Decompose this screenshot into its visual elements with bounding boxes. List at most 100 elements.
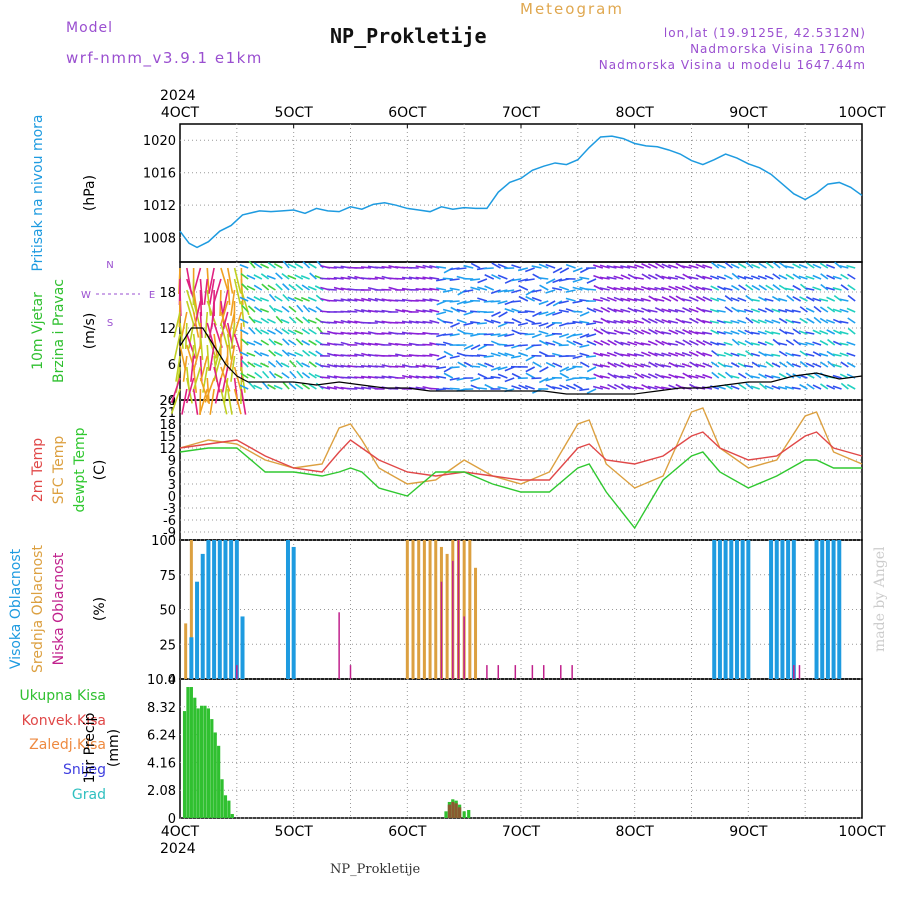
wind-arrow — [294, 296, 304, 302]
wind-arrow — [449, 287, 460, 291]
wind-arrow — [497, 366, 508, 371]
wind-arrow — [668, 329, 679, 335]
wind-arrow — [633, 308, 644, 313]
wind-arrow — [233, 388, 242, 415]
wind-arrow — [538, 300, 549, 306]
wind-arrow — [220, 311, 229, 338]
wind-arrow — [579, 333, 590, 339]
wind-arrow — [826, 306, 836, 313]
cloud-bar-low — [798, 665, 801, 679]
cloud-bar-mid — [411, 540, 415, 679]
wind-arrow — [592, 385, 604, 390]
wind-arrow — [695, 339, 706, 346]
wind-arrow — [294, 274, 304, 280]
wind-arrow — [634, 341, 645, 346]
wind-arrow — [476, 322, 487, 325]
wind-arrow — [765, 284, 774, 291]
wind-arrow — [702, 309, 713, 313]
wind-arrow — [599, 352, 610, 357]
wind-arrow — [757, 319, 767, 324]
wind-arrow — [511, 355, 522, 359]
cloud-bar-mid — [189, 540, 193, 679]
wind-arrow — [320, 343, 331, 346]
wind-arrow — [675, 329, 685, 335]
wind-arrow — [525, 295, 535, 302]
wind-arrow — [518, 351, 529, 357]
wind-arrow — [593, 264, 604, 269]
wind-arrow — [593, 373, 604, 379]
wind-arrow — [193, 344, 202, 371]
wind-arrow — [190, 355, 195, 382]
wind-arrow — [839, 308, 849, 313]
wind-arrow — [538, 322, 549, 327]
wind-arrow — [593, 274, 604, 280]
wind-arrow — [688, 264, 699, 269]
wind-arrow — [308, 383, 317, 390]
wind-arrow — [531, 265, 542, 269]
wind-arrow — [301, 383, 311, 390]
wind-arrow — [839, 342, 849, 346]
wind-arrow — [281, 372, 290, 379]
wind-arrow — [641, 383, 651, 390]
cloud-bar-low — [457, 540, 460, 679]
wind-arrow — [723, 287, 733, 291]
wind-arrow — [497, 300, 508, 305]
wind-arrow — [301, 328, 311, 335]
wind-arrow — [511, 318, 522, 324]
wind-arrow — [633, 319, 644, 324]
wind-arrow — [206, 289, 212, 316]
wind-arrow — [640, 342, 651, 346]
wind-arrow — [826, 350, 836, 357]
wind-arrow — [791, 320, 801, 324]
wind-arrow — [702, 296, 713, 302]
wind-arrow — [792, 338, 802, 346]
wind-arrow — [723, 351, 733, 357]
wind-arrow — [798, 275, 808, 280]
wind-arrow — [199, 333, 204, 360]
wind-arrow — [192, 366, 202, 393]
wind-arrow — [254, 371, 263, 379]
wind-arrow — [354, 308, 365, 313]
wind-arrow — [799, 360, 808, 368]
wind-arrow — [241, 360, 249, 368]
wind-arrow — [661, 275, 672, 280]
wind-arrow — [620, 375, 631, 379]
wind-arrow — [745, 261, 754, 269]
wind-arrow — [267, 262, 276, 269]
wind-arrow — [840, 361, 849, 368]
wind-arrow — [518, 284, 529, 291]
wind-arrow — [641, 351, 651, 357]
wind-arrow — [730, 330, 740, 335]
wind-arrow — [579, 320, 590, 324]
precip-bar-total — [213, 732, 217, 818]
wind-arrow — [442, 308, 453, 313]
wind-arrow — [450, 306, 460, 313]
precip-bar-total — [189, 687, 193, 818]
wind-arrow — [268, 338, 277, 346]
wind-arrow — [532, 311, 542, 318]
wind-arrow — [182, 355, 188, 382]
wind-arrow — [449, 355, 460, 359]
wind-arrow — [241, 304, 249, 313]
wind-arrow — [750, 275, 760, 280]
wind-arrow — [457, 361, 467, 368]
wind-arrow — [239, 296, 249, 302]
wind-arrow — [208, 267, 215, 294]
wind-arrow — [558, 309, 569, 313]
wind-arrow — [260, 329, 270, 335]
wind-arrow — [273, 307, 283, 313]
wind-arrow — [301, 339, 310, 346]
cloud-axis-label-1: Visoka Oblacnost — [8, 548, 24, 669]
wind-arrow — [688, 339, 699, 346]
wind-arrow — [415, 386, 426, 390]
wind-arrow — [248, 315, 256, 324]
wind-arrow — [599, 375, 610, 379]
wind-arrow — [429, 298, 440, 302]
wind-arrow — [360, 386, 372, 390]
wind-arrow — [374, 365, 385, 368]
wind-arrow — [723, 330, 733, 335]
wind-arrow — [415, 364, 426, 368]
wind-arrow — [282, 338, 290, 346]
wind-arrow — [607, 339, 617, 346]
wind-axis-label-1: 10m Vjetar — [30, 292, 46, 370]
